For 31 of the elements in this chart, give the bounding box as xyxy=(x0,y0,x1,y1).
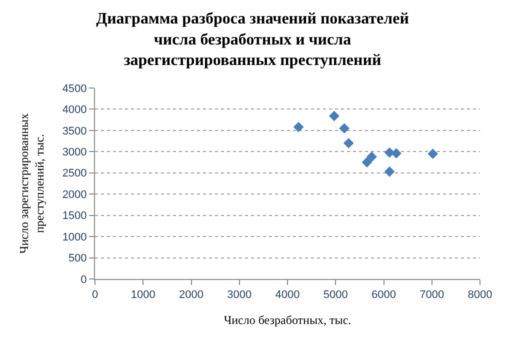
point xyxy=(328,110,340,122)
y-axis-title: Число зарегистрированных преступлений, тыс. xyxy=(17,113,47,254)
y-tick-label: 500 xyxy=(68,252,87,265)
y-tick-label: 4500 xyxy=(62,82,87,95)
point xyxy=(366,152,377,162)
x-axis-title: Число безработных, тыс. xyxy=(224,313,352,328)
point xyxy=(293,122,304,132)
x-tick-label: 6000 xyxy=(372,289,396,302)
y-tick-label: 1500 xyxy=(62,210,87,222)
point xyxy=(391,148,402,159)
x-tick-label: 8000 xyxy=(468,289,492,302)
x-tick-label: 3000 xyxy=(227,289,252,302)
x-tick-label: 1000 xyxy=(130,289,156,302)
point xyxy=(343,138,354,148)
x-tick-label: 0 xyxy=(92,289,98,302)
y-tick-label: 2000 xyxy=(62,188,87,201)
y-tick-label: 3000 xyxy=(62,146,87,159)
y-tick-label: 0 xyxy=(80,274,87,286)
point xyxy=(428,148,438,159)
point xyxy=(384,166,395,177)
x-tick-label: 7000 xyxy=(420,289,444,302)
y-tick-label: 1000 xyxy=(62,231,87,244)
point xyxy=(339,123,350,134)
point xyxy=(362,157,372,168)
chart-title: Диаграмма разброса значений показателей числа безработных и числа зарегистрированных преступлений xyxy=(96,10,409,70)
y-tick-label: 2500 xyxy=(62,168,87,180)
x-tick-label: 2000 xyxy=(179,289,204,302)
x-tick-label: 5000 xyxy=(323,289,348,302)
x-tick-label: 4000 xyxy=(275,289,300,302)
y-tick-label: 3500 xyxy=(62,125,87,138)
y-tick-label: 4000 xyxy=(62,104,87,116)
